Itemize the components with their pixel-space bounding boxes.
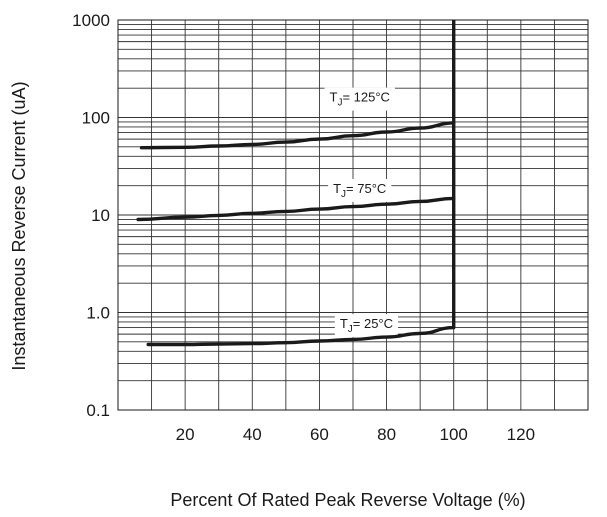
curve-label-text: TJ= 25°C <box>340 316 393 335</box>
y-tick-label: 1000 <box>72 11 110 30</box>
x-tick-label: 80 <box>377 425 396 444</box>
y-tick-label: 0.1 <box>86 401 110 420</box>
x-tick-label: 40 <box>243 425 262 444</box>
series-line <box>139 121 456 150</box>
grid <box>118 20 588 410</box>
y-tick-label: 1.0 <box>86 304 110 323</box>
plot-frame <box>117 19 589 411</box>
series-line <box>146 325 456 347</box>
y-tick-label: 10 <box>91 206 110 225</box>
x-tick-label: 20 <box>176 425 195 444</box>
curve-label: TJ= 25°C <box>334 314 399 338</box>
curve-label-text: TJ= 125°C <box>329 90 389 109</box>
x-axis-title: Percent Of Rated Peak Reverse Voltage (%… <box>170 490 525 510</box>
curve-label-background <box>334 314 399 338</box>
x-tick-label: 120 <box>507 425 535 444</box>
curve-label-background <box>328 178 392 202</box>
x-axis-ticks: 20 40 60 80 100 120 <box>176 425 535 444</box>
series-line <box>136 196 456 222</box>
x-tick-label: 60 <box>310 425 329 444</box>
x-tick-label: 100 <box>440 425 468 444</box>
curve-labels: TJ= 125°C TJ= 75°C TJ= 25°C <box>324 87 399 338</box>
y-axis-ticks: 0.1 1.0 10 100 1000 <box>72 11 110 420</box>
curve-label: TJ= 125°C <box>324 87 395 111</box>
y-tick-label: 100 <box>82 109 110 128</box>
curve-label: TJ= 75°C <box>328 178 392 202</box>
curves <box>136 20 456 347</box>
curve-label-background <box>324 87 395 111</box>
y-axis-title: Instantaneous Reverse Current (uA) <box>9 81 29 370</box>
curve-label-text: TJ= 75°C <box>333 181 386 200</box>
